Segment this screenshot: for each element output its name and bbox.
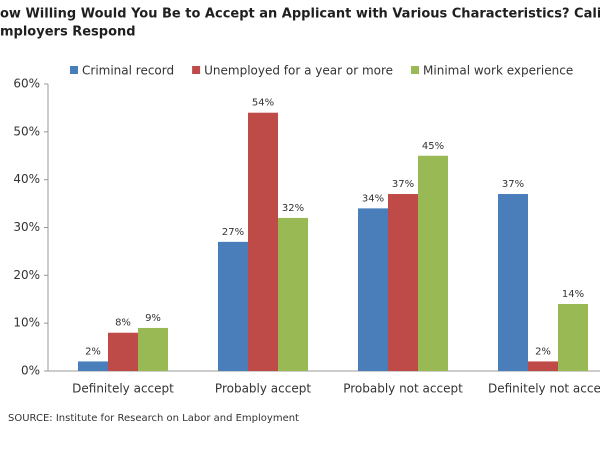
y-tick-label: 0% bbox=[21, 364, 40, 378]
data-label: 27% bbox=[222, 227, 244, 238]
data-label: 34% bbox=[362, 193, 384, 204]
data-label: 14% bbox=[562, 289, 584, 300]
bar bbox=[138, 327, 168, 371]
x-tick-label: Probably accept bbox=[215, 382, 311, 396]
bar bbox=[528, 361, 558, 371]
y-tick-label: 30% bbox=[13, 220, 40, 234]
y-tick-label: 50% bbox=[13, 124, 40, 138]
chart-title: mployers Respond bbox=[0, 25, 136, 40]
data-label: 32% bbox=[282, 203, 304, 214]
x-tick-label: Definitely not acce bbox=[488, 382, 600, 396]
legend-label: Criminal record bbox=[82, 64, 174, 78]
data-label: 37% bbox=[392, 179, 414, 190]
bar bbox=[558, 304, 588, 371]
legend-label: Minimal work experience bbox=[423, 64, 573, 78]
y-tick-label: 60% bbox=[13, 77, 40, 91]
legend-swatch bbox=[70, 66, 78, 74]
bar bbox=[278, 217, 308, 371]
data-label: 2% bbox=[85, 346, 101, 357]
bar bbox=[108, 332, 138, 371]
data-label: 2% bbox=[535, 346, 551, 357]
bar bbox=[78, 361, 108, 371]
chart-title: ow Willing Would You Be to Accept an App… bbox=[0, 7, 600, 22]
y-tick-label: 40% bbox=[13, 172, 40, 186]
bar bbox=[248, 112, 278, 371]
legend-swatch bbox=[411, 66, 420, 74]
data-label: 37% bbox=[502, 179, 524, 190]
legend-swatch bbox=[192, 66, 201, 74]
x-tick-label: Definitely accept bbox=[72, 382, 174, 396]
data-label: 8% bbox=[115, 318, 131, 329]
bar bbox=[418, 155, 448, 371]
y-tick-label: 10% bbox=[13, 316, 40, 330]
x-tick-label: Probably not accept bbox=[343, 382, 463, 396]
bar bbox=[218, 241, 248, 371]
bar bbox=[388, 194, 418, 371]
y-tick-label: 20% bbox=[13, 268, 40, 282]
legend-label: Unemployed for a year or more bbox=[204, 64, 393, 78]
bar bbox=[358, 208, 388, 371]
data-label: 45% bbox=[422, 141, 444, 152]
source-note: SOURCE: Institute for Research on Labor … bbox=[8, 413, 299, 424]
data-label: 54% bbox=[252, 98, 274, 109]
data-label: 9% bbox=[145, 313, 161, 324]
bar bbox=[498, 194, 528, 371]
